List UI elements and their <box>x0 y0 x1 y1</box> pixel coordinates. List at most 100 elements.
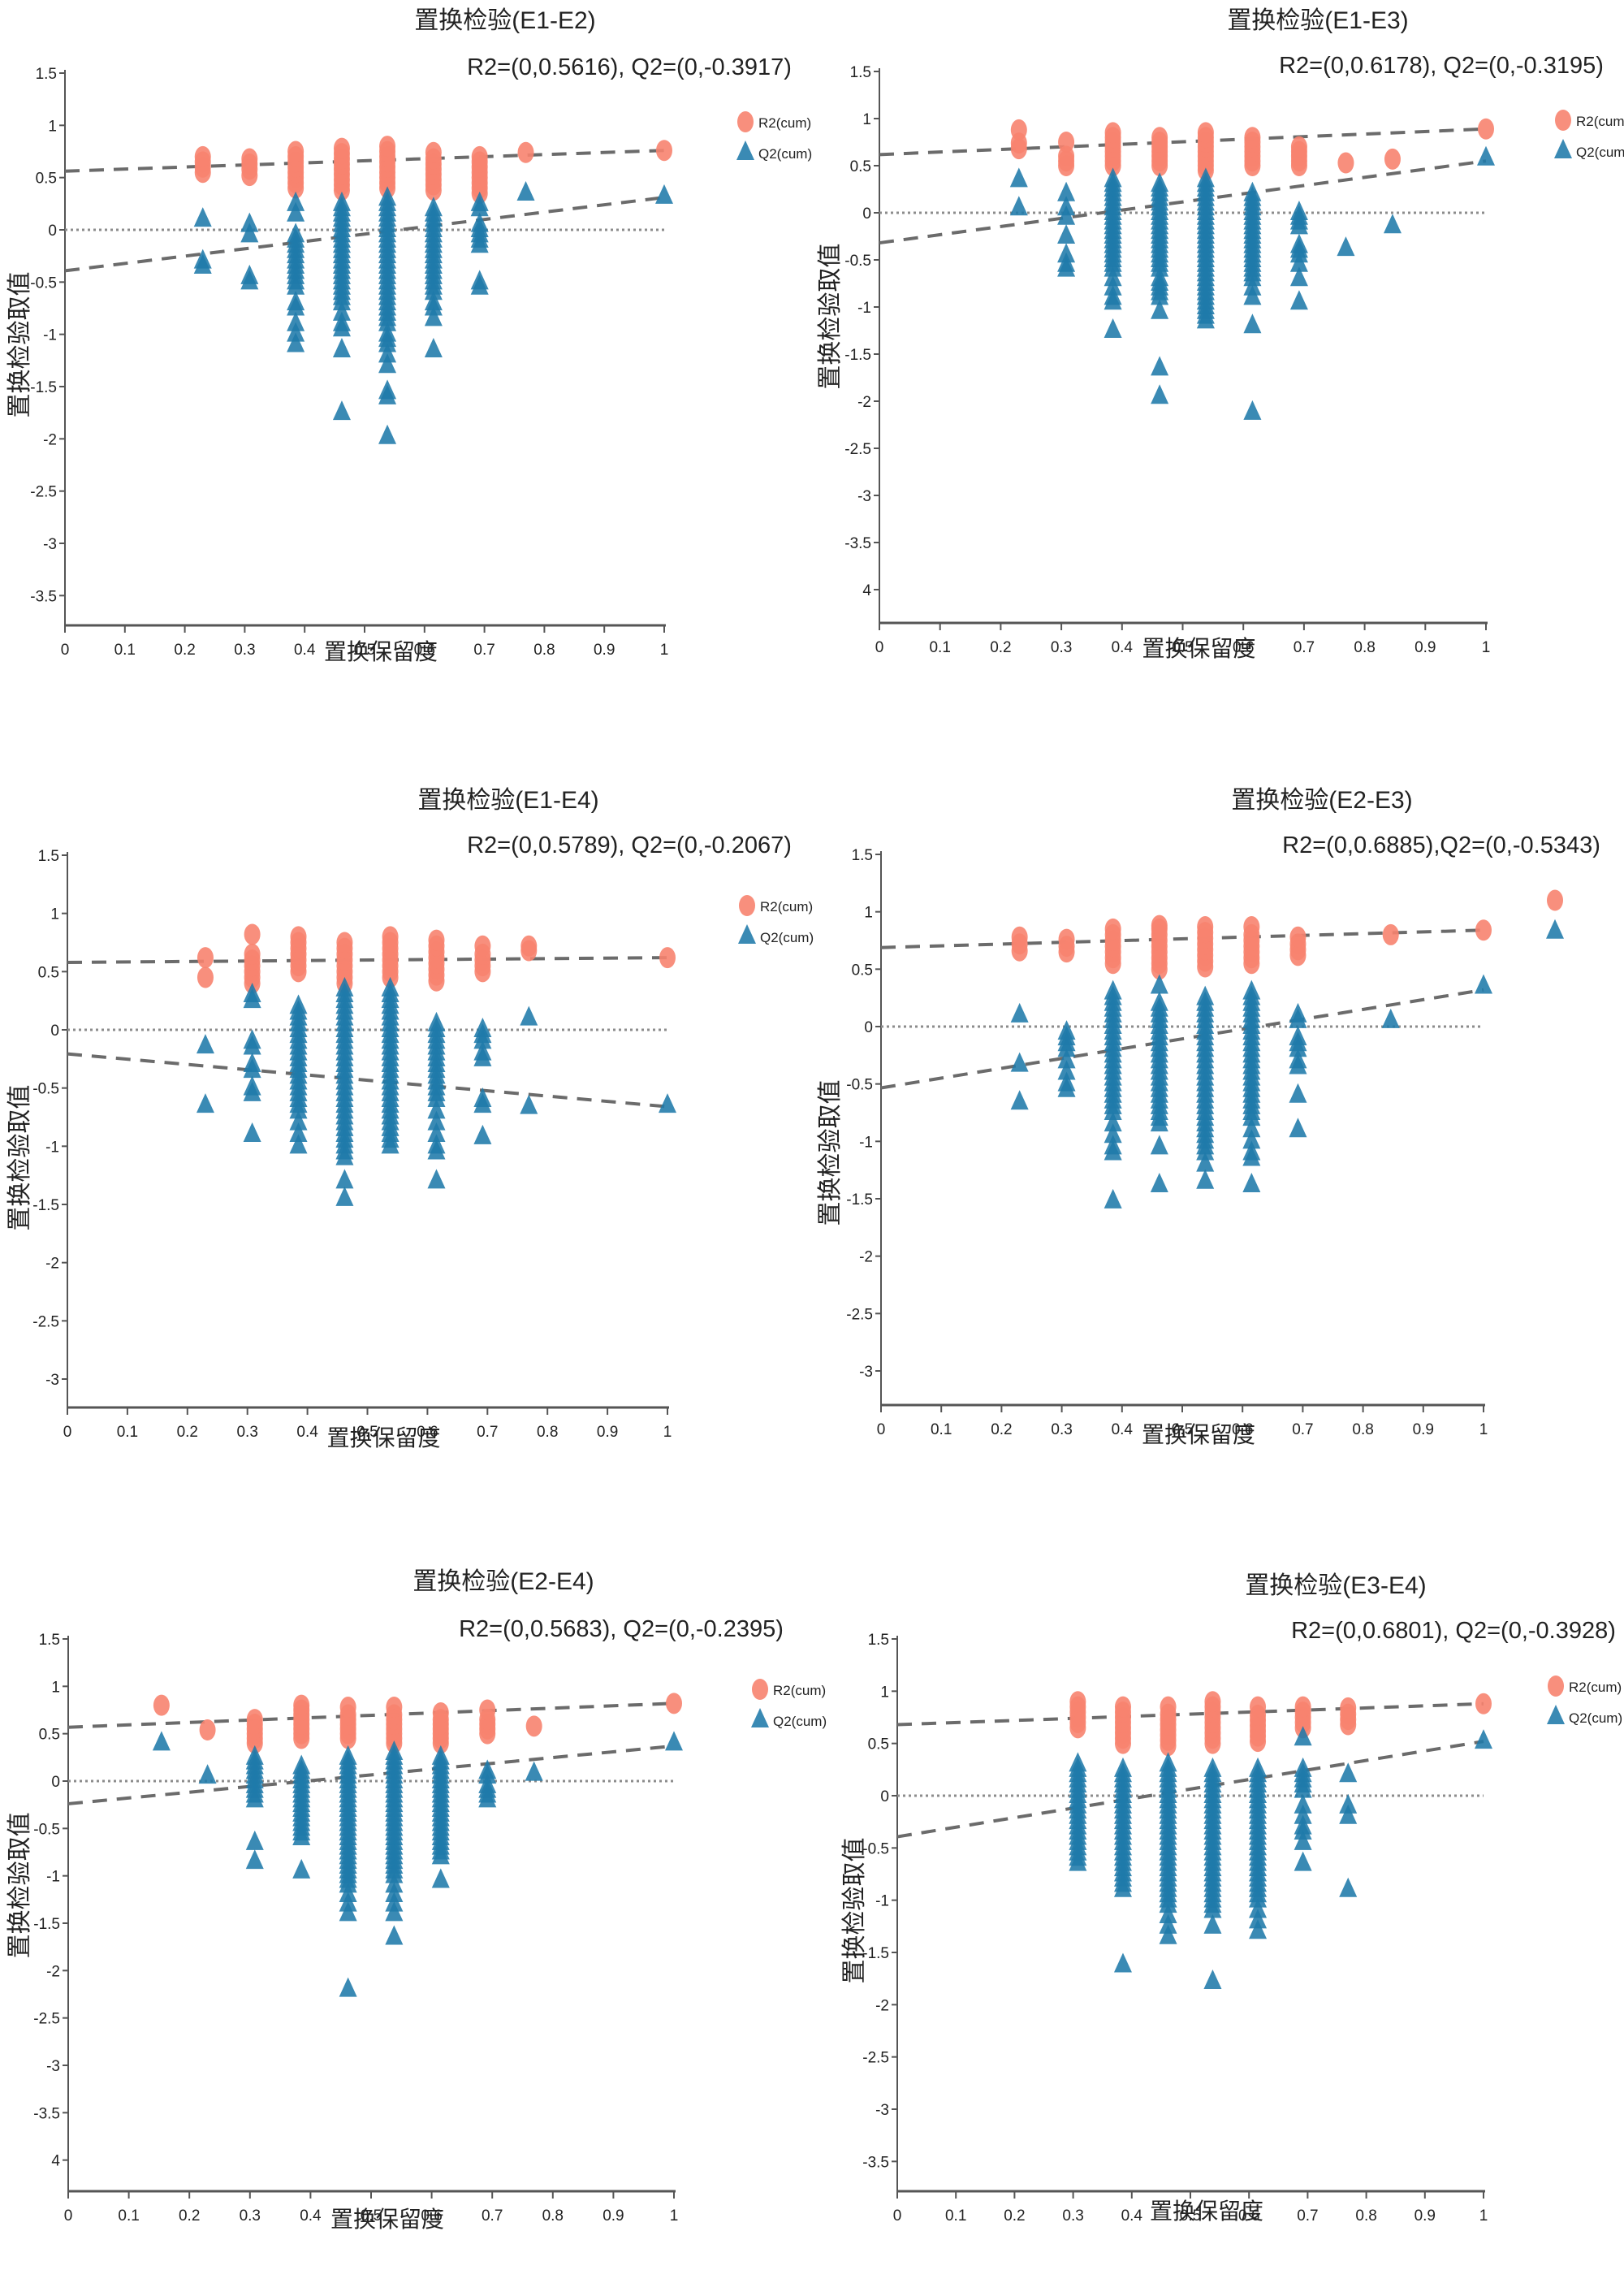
y-tick-label: -2.5 <box>33 2011 60 2028</box>
r2-series <box>1011 914 1492 980</box>
q2-point <box>424 280 443 301</box>
q2-point <box>1159 1893 1177 1913</box>
y-tick-label: -2.5 <box>846 1306 873 1323</box>
chart-title: 置换检验(E2-E4) <box>412 1568 594 1595</box>
y-axis-label: 置换检验取值 <box>840 1838 869 1984</box>
q2-point <box>292 1858 311 1879</box>
y-tick-label: 0.5 <box>852 962 873 979</box>
q2-point <box>378 353 397 374</box>
q2-point <box>1159 1924 1177 1944</box>
x-tick-label: 0.2 <box>991 1421 1012 1438</box>
r2-point <box>336 932 353 953</box>
r2-point <box>666 1693 682 1714</box>
r2-point <box>1011 926 1028 948</box>
r2-point <box>1114 1696 1131 1718</box>
x-tick-label: 0.2 <box>174 642 195 659</box>
y-tick-label: -2.5 <box>862 2050 889 2067</box>
y-tick-label: -1.5 <box>862 1945 889 1962</box>
y-tick-label: -1.5 <box>32 1197 59 1214</box>
q2-point <box>424 296 443 316</box>
x-tick-label: 0.7 <box>473 642 495 659</box>
x-tick-label: 0.4 <box>1112 639 1134 656</box>
q2-point <box>473 1093 492 1113</box>
y-tick-label: 1 <box>50 906 59 923</box>
r2-point <box>1475 919 1492 941</box>
q2-point <box>287 311 305 331</box>
y-tick-label: -1 <box>859 1134 873 1151</box>
y-tick-label: -3 <box>46 2058 60 2075</box>
legend-r2-label: R2(cum) <box>758 115 811 131</box>
q2-point <box>1249 1898 1268 1918</box>
x-tick-label: 0.6 <box>414 642 435 659</box>
x-tick-label: 0 <box>64 2207 73 2225</box>
q2-point <box>659 1093 676 1113</box>
y-tick-label: 4 <box>51 2153 60 2170</box>
r2-point <box>432 1702 449 1723</box>
q2-point <box>1339 1804 1358 1824</box>
r2-point <box>1058 132 1075 153</box>
y-tick-label: 1.5 <box>868 1632 889 1649</box>
y-tick-label: -3 <box>875 2102 889 2119</box>
x-tick-label: 0.5 <box>1172 639 1193 656</box>
r2-regression-line <box>880 928 1484 949</box>
r2-point <box>1010 119 1027 141</box>
q2-point <box>1243 285 1262 305</box>
q2-point <box>1294 1804 1312 1824</box>
y-tick-label: -2 <box>859 1249 873 1266</box>
q2-point <box>1150 1112 1168 1132</box>
legend-q2-label: Q2(cum) <box>1569 1710 1622 1726</box>
q2-point <box>1104 1188 1122 1209</box>
q2-point <box>427 1122 446 1142</box>
x-tick-label: 0 <box>877 1421 886 1438</box>
q2-point <box>1243 313 1262 334</box>
y-tick-label: -1.5 <box>846 1191 873 1209</box>
legend-q2-marker <box>1546 919 1564 939</box>
x-tick-label: 0.9 <box>1415 2207 1436 2225</box>
q2-point <box>1242 1106 1261 1126</box>
legend-r2-label: R2(cum) <box>773 1683 826 1698</box>
q2-point <box>240 270 259 290</box>
q2-point <box>198 1764 217 1784</box>
y-tick-label: 1 <box>880 1684 889 1701</box>
q2-point <box>1203 1969 1222 1990</box>
r2-point <box>474 935 491 957</box>
q2-point <box>1289 1118 1307 1138</box>
x-tick-label: 0 <box>893 2207 902 2225</box>
y-tick-label: 1.5 <box>36 66 57 83</box>
y-tick-label: -1 <box>45 1139 59 1156</box>
y-tick-label: -2 <box>857 394 871 411</box>
legend: R2(cum) Q2(cum) <box>738 895 814 945</box>
y-tick-label: 4 <box>862 582 871 599</box>
r2-point <box>1294 1696 1311 1718</box>
x-axis-label: 置换保留度 <box>1150 2198 1263 2225</box>
x-tick-label: 0.4 <box>296 1424 318 1441</box>
q2-point <box>1010 1002 1029 1023</box>
q2-point <box>1057 1077 1076 1097</box>
q2-point <box>240 212 259 232</box>
x-tick-label: 0.8 <box>533 642 555 659</box>
chart-panel: 置换检验(E2-E3) R2=(0,0.6885),Q2=(0,-0.5343) 1… <box>816 787 1600 1448</box>
q2-point <box>1057 257 1076 277</box>
y-tick-label: 0.5 <box>39 1727 60 1744</box>
q2-point <box>243 1122 261 1142</box>
q2-point <box>473 1029 492 1049</box>
q2-series <box>152 1731 683 1997</box>
y-tick-label: -1.5 <box>844 347 871 364</box>
r2-point <box>1244 127 1261 149</box>
r2-point <box>1104 122 1121 144</box>
x-tick-label: 1 <box>1482 639 1491 656</box>
q2-point <box>1150 1173 1168 1193</box>
q2-point <box>1339 1877 1358 1897</box>
x-axis-label: 置换保留度 <box>1142 635 1255 662</box>
q2-point <box>1294 1830 1312 1850</box>
x-tick-label: 0.8 <box>1355 2207 1376 2225</box>
y-tick-label: -2.5 <box>844 441 871 458</box>
q2-point <box>1337 236 1355 257</box>
q2-point <box>516 180 535 201</box>
q2-point <box>1249 1887 1268 1908</box>
x-tick-label: 0.9 <box>1413 1421 1434 1438</box>
r2-point <box>1204 1691 1221 1713</box>
x-tick-label: 0 <box>63 1424 72 1441</box>
q2-point <box>378 332 397 352</box>
q2-point <box>1475 974 1492 994</box>
